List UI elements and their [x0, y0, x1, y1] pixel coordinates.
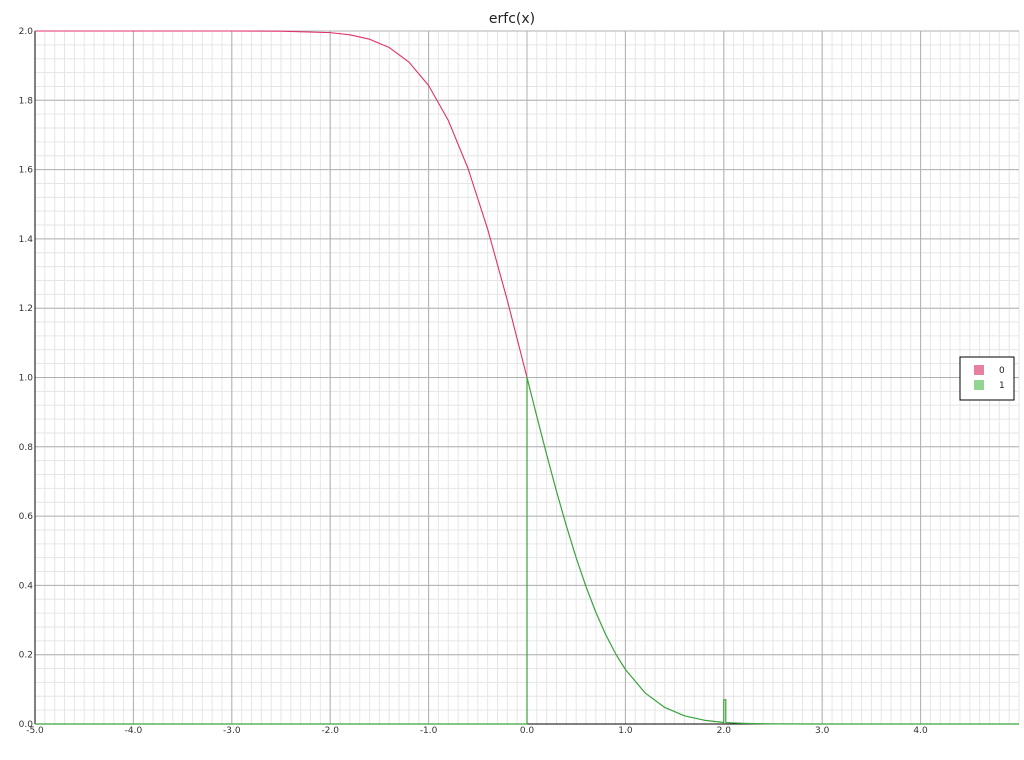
y-tick-label: 0.0: [19, 720, 34, 730]
legend-swatch-0: [974, 365, 984, 375]
legend-box: [959, 356, 1015, 401]
legend-label-0: 0: [999, 366, 1005, 376]
x-tick-label: -3.0: [223, 726, 241, 736]
y-tick-label: 1.4: [19, 235, 34, 245]
legend-label-1: 1: [999, 381, 1005, 391]
series-layer: [35, 30, 1019, 725]
legend-swatch-1: [974, 380, 984, 390]
y-tick-label: 1.6: [19, 166, 34, 176]
series-line-0: [35, 30, 528, 378]
x-tick-label: 4.0: [913, 726, 928, 736]
x-tick-label: -4.0: [125, 726, 143, 736]
x-tick-label: -5.0: [26, 726, 44, 736]
y-tick-label: 2.0: [19, 27, 34, 37]
series-line-1: [35, 376, 1019, 725]
x-tick-labels: -5.0 -4.0 -3.0 -2.0 -1.0 0.0 1.0 2.0 3.0 4.0: [26, 726, 928, 736]
y-tick-label: 0.8: [19, 443, 34, 453]
y-tick-label: 0.2: [19, 651, 33, 661]
y-tick-label: 0.6: [19, 512, 34, 522]
y-tick-label: 0.4: [19, 581, 34, 591]
x-tick-label: -2.0: [321, 726, 339, 736]
y-tick-label: 1.2: [19, 304, 33, 314]
chart-title: erfc(x): [489, 11, 535, 27]
x-tick-label: -1.0: [420, 726, 438, 736]
x-tick-label: 1.0: [618, 726, 633, 736]
y-tick-labels: 0.0 0.2 0.4 0.6 0.8 1.0 1.2 1.4 1.6 1.8 2.0: [19, 27, 34, 730]
x-tick-label: 2.0: [717, 726, 732, 736]
y-tick-label: 1.0: [19, 374, 34, 384]
x-tick-label: 3.0: [815, 726, 830, 736]
y-tick-label: 1.8: [19, 96, 34, 106]
legend: 0 1: [959, 356, 1015, 401]
x-tick-label: 0.0: [520, 726, 535, 736]
